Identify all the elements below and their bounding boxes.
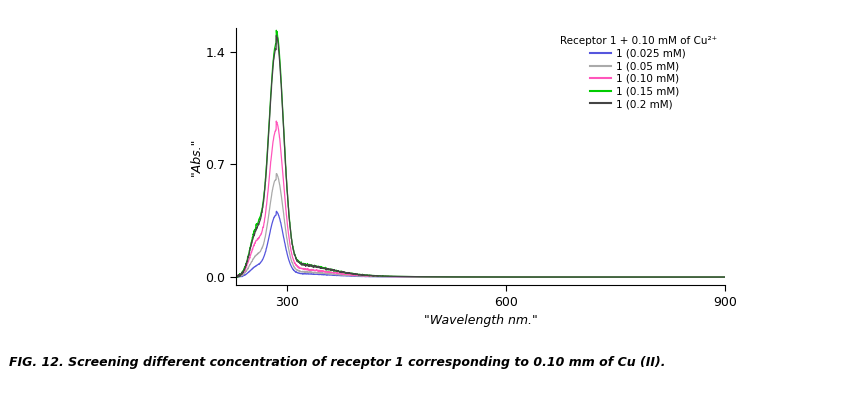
Text: FIG. 12. Screening different concentration of receptor 1 corresponding to 0.10 m: FIG. 12. Screening different concentrati… [9,356,665,369]
Legend: 1 (0.025 mM), 1 (0.05 mM), 1 (0.10 mM), 1 (0.15 mM), 1 (0.2 mM): 1 (0.025 mM), 1 (0.05 mM), 1 (0.10 mM), … [557,33,720,112]
X-axis label: "Wavelength nm.": "Wavelength nm." [424,314,537,327]
Y-axis label: "Abs.": "Abs." [190,137,202,175]
